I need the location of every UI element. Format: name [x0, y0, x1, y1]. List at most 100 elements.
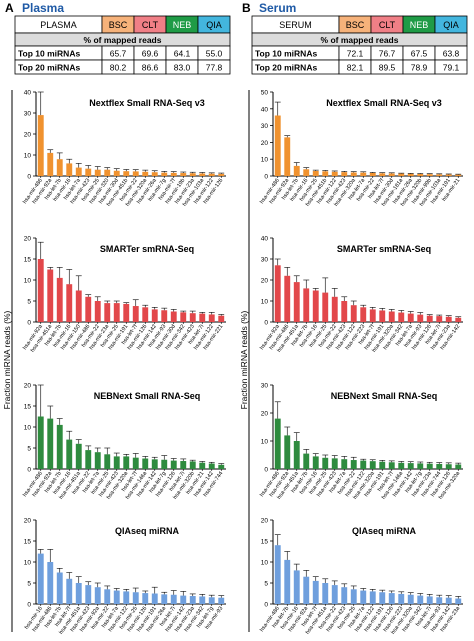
bar: [56, 277, 63, 322]
chart-title: SMARTer smRNA-Seq: [100, 244, 194, 254]
bar: [293, 282, 300, 322]
bar: [331, 171, 338, 176]
y-tick-label: 20: [24, 132, 32, 139]
panel-letter: A: [5, 1, 14, 15]
bar: [161, 172, 168, 176]
bar: [85, 296, 92, 322]
bar: [417, 463, 424, 469]
y-tick-label: 40: [24, 90, 32, 97]
y-tick-label: 0: [264, 320, 268, 327]
table-value: 72.1: [347, 49, 364, 59]
bar: [341, 172, 348, 176]
y-tick-label: 0: [27, 602, 31, 609]
table-value: 83.0: [174, 63, 191, 73]
table-value: 69.6: [142, 49, 159, 59]
bar: [388, 311, 395, 322]
y-tick-label: 10: [261, 439, 269, 446]
bar: [75, 443, 82, 469]
bar: [151, 593, 158, 604]
bar: [170, 460, 177, 469]
bar: [331, 458, 338, 469]
bar: [218, 315, 225, 322]
y-tick-label: 20: [24, 236, 32, 243]
bar: [132, 457, 139, 469]
bar: [113, 590, 120, 604]
y-tick-label: 0: [27, 320, 31, 327]
bar: [66, 284, 73, 322]
y-tick-label: 30: [261, 123, 269, 130]
bar: [322, 583, 329, 604]
y-tick-label: 15: [24, 404, 32, 411]
table-value: 80.2: [110, 63, 127, 73]
table-value: 55.0: [206, 49, 223, 59]
y-tick-label: 50: [261, 90, 269, 97]
method-header-label: BSC: [346, 20, 365, 30]
panel-b: B Serum SERUM BSC CLT NEB QIA % of mapped reads…: [239, 1, 468, 632]
table-value: 79.1: [443, 63, 460, 73]
y-tick-label: 10: [261, 560, 269, 567]
y-tick-label: 0: [27, 174, 31, 181]
method-header-label: QIA: [443, 20, 459, 30]
bar: [445, 174, 452, 176]
y-tick-label: 10: [261, 299, 269, 306]
bar: [331, 296, 338, 322]
bar: [426, 463, 433, 469]
bar: [426, 315, 433, 322]
bar: [341, 301, 348, 322]
chart-title: QIAseq miRNA: [115, 526, 180, 536]
bar: [379, 461, 386, 469]
table-row-label: Top 20 miRNAs: [18, 63, 80, 73]
chart-title: NEBNext Small RNA-Seq: [331, 391, 438, 401]
bar: [274, 115, 281, 176]
bar: [398, 462, 405, 469]
bar: [75, 167, 82, 176]
bar: [94, 301, 101, 322]
bar: [37, 115, 44, 176]
bar-chart: Nextflex Small RNA-Seq v3010203040hsa-mi…: [22, 90, 226, 208]
y-tick-label: 20: [24, 518, 32, 525]
method-header-label: BSC: [109, 20, 128, 30]
bar: [379, 592, 386, 604]
bar: [170, 172, 177, 176]
bar-chart: NEBNext Small RNA-Seq05101520hsa-mir-486…: [22, 383, 226, 501]
bar: [445, 464, 452, 469]
bar: [151, 172, 158, 176]
y-tick-label: 10: [261, 157, 269, 164]
chart-title: Nextflex Small RNA-Seq v3: [326, 98, 442, 108]
panel-letter: B: [242, 1, 251, 15]
bar: [303, 288, 310, 322]
y-tick-label: 10: [24, 560, 32, 567]
y-axis-label: Fraction miRNA reads (%): [2, 310, 12, 409]
bar: [75, 290, 82, 322]
bar: [417, 314, 424, 322]
table-value: 82.1: [347, 63, 364, 73]
bar: [407, 463, 414, 469]
bar: [417, 595, 424, 604]
bar: [66, 439, 73, 469]
table-subheader: % of mapped reads: [84, 35, 162, 45]
bar-chart: QIAseq miRNA05101520hsa-mir-16hsa-mir-48…: [24, 518, 226, 636]
bar: [37, 259, 44, 322]
bar: [142, 307, 149, 322]
bar: [104, 589, 111, 604]
bar: [312, 580, 319, 604]
bar: [37, 553, 44, 604]
bar: [189, 461, 196, 469]
y-tick-label: 5: [27, 446, 31, 453]
bar: [350, 172, 357, 176]
y-tick-label: 20: [261, 518, 269, 525]
chart-title: QIAseq miRNA: [352, 526, 417, 536]
method-header-label: CLT: [142, 20, 159, 30]
bar: [208, 463, 215, 469]
y-tick-label: 30: [261, 257, 269, 264]
bar: [407, 594, 414, 604]
table-value: 77.8: [206, 63, 223, 73]
bar: [47, 152, 54, 176]
table-value-cell: [434, 59, 468, 75]
panel-a: A Plasma PLASMA BSC CLT NEB QIA % of mapped rea…: [2, 1, 231, 632]
y-tick-label: 15: [24, 257, 32, 264]
table-sample-label: SERUM: [279, 20, 312, 30]
bar: [312, 170, 319, 176]
bar: [360, 307, 367, 322]
bar: [388, 462, 395, 469]
